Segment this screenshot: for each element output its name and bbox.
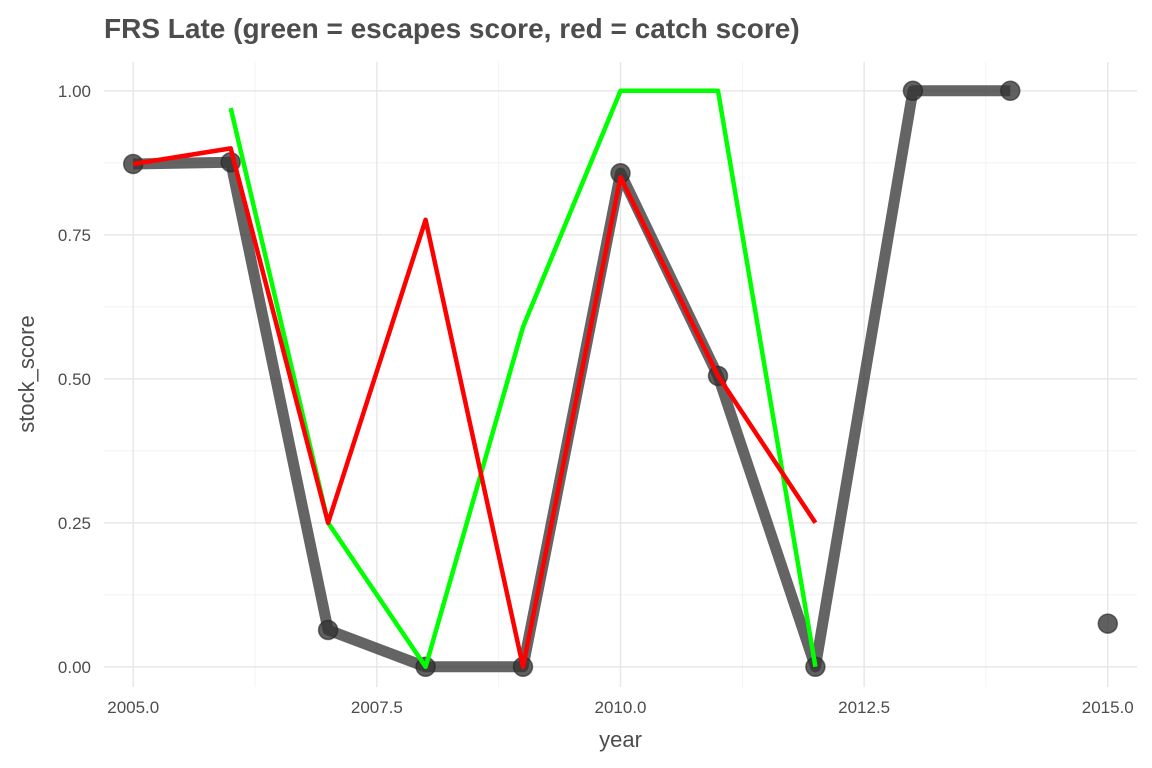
x-tick-label: 2007.5 [351, 698, 403, 717]
y-tick-label: 1.00 [58, 82, 91, 101]
y-tick-label: 0.75 [58, 226, 91, 245]
series-group [122, 80, 1119, 678]
y-tick-label: 0.00 [58, 658, 91, 677]
data-point [902, 80, 924, 102]
x-tick-label: 2010.0 [595, 698, 647, 717]
tick-labels: 2005.0 2007.5 2010.0 2012.5 2015.0 0.00 0.25 0.… [58, 82, 1134, 717]
x-tick-label: 2015.0 [1082, 698, 1134, 717]
x-tick-label: 2005.0 [107, 698, 159, 717]
chart-title: FRS Late (green = escapes score, red = c… [104, 13, 800, 44]
series-3 [132, 146, 818, 670]
x-axis-title: year [599, 727, 642, 752]
data-point [1000, 80, 1021, 102]
y-tick-label: 0.50 [58, 370, 91, 389]
y-axis-title: stock_score [14, 315, 39, 432]
data-point [1097, 613, 1119, 634]
data-point [317, 619, 339, 641]
y-tick-label: 0.25 [58, 514, 91, 533]
x-tick-label: 2012.5 [838, 698, 890, 717]
series-line [132, 146, 818, 670]
